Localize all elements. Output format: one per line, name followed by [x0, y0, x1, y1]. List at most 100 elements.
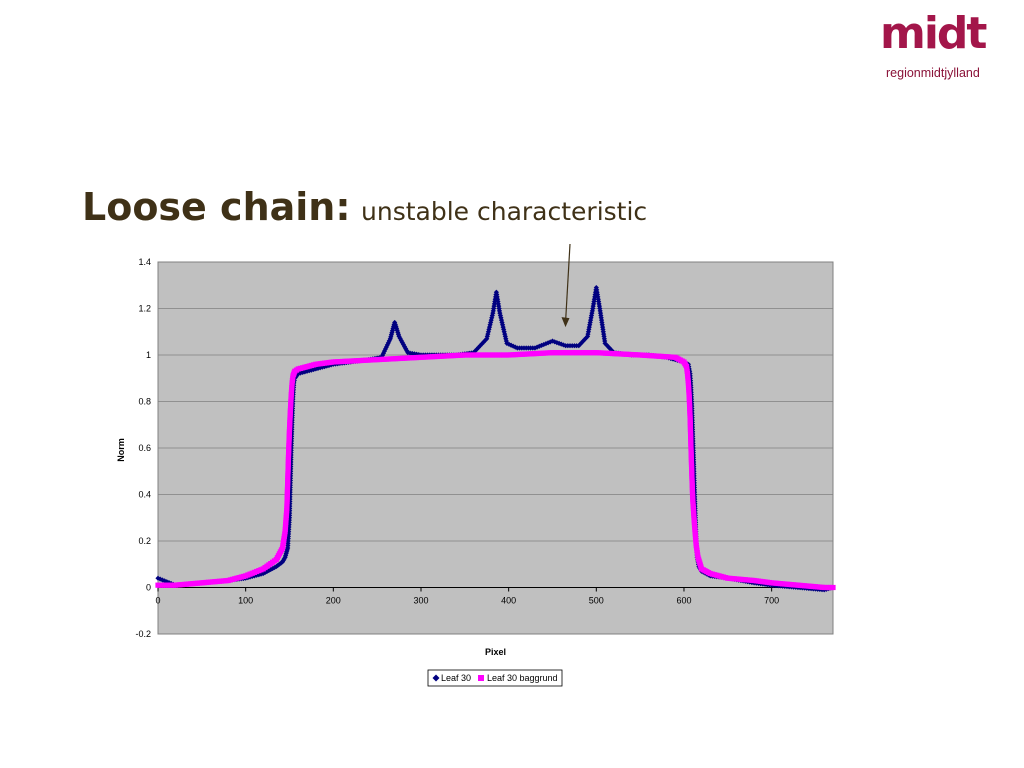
data-point — [830, 584, 836, 591]
data-point — [495, 301, 501, 307]
data-point — [159, 577, 165, 583]
data-point — [579, 340, 585, 346]
data-point — [486, 326, 492, 333]
data-point — [605, 343, 611, 350]
x-tick-label: 0 — [155, 596, 160, 606]
data-point — [582, 336, 588, 343]
data-point — [262, 569, 268, 576]
legend-label-leaf-30-baggrund: Leaf 30 baggrund — [487, 673, 558, 683]
data-point — [601, 336, 607, 342]
x-tick-label: 700 — [764, 596, 779, 606]
data-point — [304, 368, 310, 374]
data-point — [606, 345, 613, 351]
data-point — [590, 305, 596, 312]
y-tick-label: 0.2 — [138, 536, 151, 546]
data-point — [588, 315, 594, 321]
midt-logo: midt regionmidtjylland — [880, 12, 1006, 84]
data-point — [393, 323, 399, 330]
data-point — [317, 365, 323, 371]
data-point — [380, 350, 387, 356]
data-point — [554, 340, 560, 346]
slide-title-sub: unstable characteristic — [361, 197, 648, 226]
data-point — [598, 317, 605, 323]
y-tick-label: 1.4 — [138, 257, 151, 267]
data-point — [400, 341, 407, 348]
legend-box — [427, 669, 563, 687]
data-point — [602, 338, 608, 344]
data-point — [599, 319, 605, 326]
slide-title-main: Loose chain: — [82, 185, 351, 229]
data-point — [397, 335, 403, 342]
data-point — [599, 322, 605, 328]
annotation-arrow-head — [561, 317, 570, 328]
data-point — [510, 343, 516, 349]
data-point — [589, 308, 595, 314]
data-point — [598, 312, 604, 319]
data-point — [584, 333, 591, 339]
x-tick-label: 500 — [589, 596, 604, 606]
data-point — [269, 565, 276, 572]
data-point — [600, 329, 606, 335]
logo-wordmark: midt — [880, 8, 987, 59]
data-point — [600, 324, 606, 330]
data-point — [486, 324, 493, 330]
data-point — [585, 329, 592, 335]
data-point — [271, 564, 278, 571]
data-point — [326, 362, 332, 369]
data-point — [583, 335, 589, 341]
y-axis-title: Norm — [116, 438, 126, 462]
data-point — [587, 319, 593, 326]
data-point — [594, 287, 600, 293]
data-point — [600, 326, 606, 333]
y-tick-label: 0.8 — [138, 397, 151, 407]
data-point — [552, 339, 558, 345]
data-point — [594, 289, 600, 295]
data-point — [475, 344, 482, 351]
data-point — [266, 567, 272, 574]
legend-marker-leaf-30 — [432, 674, 440, 682]
data-point — [541, 341, 547, 348]
data-point — [534, 344, 540, 350]
data-point — [586, 324, 592, 330]
data-point — [512, 344, 518, 350]
data-point — [601, 333, 607, 339]
data-point — [603, 342, 610, 348]
data-point — [491, 301, 498, 307]
data-point — [490, 308, 496, 314]
data-point — [577, 341, 583, 347]
y-tick-label: -0.2 — [135, 629, 151, 639]
legend-marker-leaf-30-baggrund — [478, 675, 484, 681]
data-point — [588, 312, 595, 319]
data-point — [394, 327, 400, 334]
data-point — [545, 340, 551, 346]
data-point — [598, 315, 604, 321]
y-tick-label: 0.6 — [138, 443, 151, 453]
data-point — [499, 322, 506, 328]
data-point — [308, 367, 315, 373]
data-point — [595, 294, 601, 300]
data-point — [502, 331, 508, 337]
data-point — [490, 310, 496, 316]
data-point — [501, 326, 507, 333]
data-point — [401, 343, 408, 350]
data-point — [493, 289, 499, 295]
data-point — [489, 312, 495, 319]
data-point — [589, 310, 595, 316]
data-point — [256, 572, 262, 578]
data-point — [596, 298, 602, 305]
legend-label-leaf-30: Leaf 30 — [441, 673, 471, 683]
data-point — [395, 329, 401, 336]
data-point — [543, 341, 549, 347]
data-point — [503, 336, 509, 342]
y-tick-label: 1.2 — [138, 304, 151, 314]
data-point — [254, 572, 260, 578]
data-point — [503, 338, 509, 344]
data-point — [379, 352, 386, 358]
data-point — [549, 338, 556, 344]
data-point — [556, 340, 562, 346]
data-point — [273, 563, 279, 570]
data-point — [585, 331, 591, 337]
chart-legend: Leaf 30 Leaf 30 baggrund — [427, 669, 563, 687]
data-point — [494, 296, 501, 302]
